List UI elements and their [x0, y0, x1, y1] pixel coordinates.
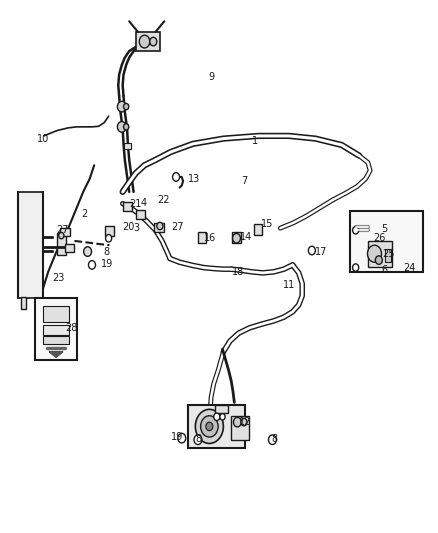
Circle shape — [353, 264, 359, 271]
Text: 11: 11 — [283, 280, 295, 290]
Circle shape — [88, 261, 95, 269]
Circle shape — [233, 233, 240, 243]
Circle shape — [157, 222, 163, 230]
Text: 24: 24 — [403, 263, 415, 273]
Text: 22: 22 — [158, 195, 170, 205]
Text: 23: 23 — [53, 273, 65, 283]
Text: 21: 21 — [129, 199, 141, 208]
Text: 6: 6 — [381, 265, 387, 275]
Bar — [65, 244, 74, 252]
Bar — [154, 223, 164, 232]
Circle shape — [233, 417, 241, 427]
Circle shape — [173, 173, 180, 181]
Text: 8: 8 — [103, 247, 109, 257]
Circle shape — [220, 414, 225, 420]
Bar — [60, 228, 70, 236]
Circle shape — [375, 256, 382, 264]
Text: 18: 18 — [232, 267, 244, 277]
Circle shape — [59, 232, 64, 239]
Bar — [35, 298, 77, 360]
Bar — [231, 416, 249, 440]
Circle shape — [201, 416, 218, 437]
Text: 27: 27 — [56, 225, 69, 235]
Text: 2: 2 — [81, 209, 87, 219]
Bar — [385, 249, 391, 262]
Circle shape — [84, 247, 92, 256]
Bar — [18, 192, 43, 298]
Circle shape — [139, 35, 150, 48]
Bar — [368, 241, 392, 266]
Circle shape — [214, 413, 220, 421]
Circle shape — [308, 246, 315, 255]
Bar — [136, 210, 145, 219]
Circle shape — [178, 433, 186, 443]
Text: 20: 20 — [122, 222, 134, 231]
Bar — [198, 232, 206, 243]
Bar — [57, 233, 66, 255]
Circle shape — [194, 435, 202, 445]
Text: 10: 10 — [37, 134, 49, 143]
Circle shape — [117, 101, 126, 112]
Text: 4: 4 — [140, 198, 146, 207]
Circle shape — [117, 122, 126, 132]
Bar — [43, 306, 69, 322]
Text: 19: 19 — [101, 259, 113, 269]
Circle shape — [206, 422, 213, 431]
Text: 8: 8 — [195, 434, 201, 444]
Text: 16: 16 — [204, 233, 216, 243]
Text: 26: 26 — [373, 233, 385, 243]
Bar — [254, 224, 262, 235]
Bar — [188, 405, 245, 448]
Text: 1: 1 — [252, 136, 258, 146]
Circle shape — [195, 409, 223, 443]
Text: 19: 19 — [171, 432, 183, 442]
Circle shape — [241, 418, 247, 426]
Bar — [21, 297, 26, 309]
Text: 28: 28 — [66, 323, 78, 333]
Circle shape — [367, 245, 381, 262]
Bar — [123, 202, 132, 211]
Bar — [43, 325, 69, 335]
Text: 13: 13 — [188, 174, 201, 183]
Bar — [124, 143, 131, 149]
Text: 5: 5 — [381, 224, 387, 234]
Text: 27: 27 — [171, 222, 184, 231]
Text: 12: 12 — [239, 417, 251, 427]
Text: 25: 25 — [382, 249, 395, 259]
Text: 9: 9 — [208, 72, 214, 82]
Text: 7: 7 — [241, 176, 247, 186]
Polygon shape — [49, 352, 63, 357]
Text: 17: 17 — [314, 247, 327, 257]
Bar — [232, 232, 241, 243]
Circle shape — [124, 103, 129, 110]
Circle shape — [268, 435, 276, 445]
Bar — [350, 211, 423, 272]
Bar — [215, 405, 228, 413]
Text: 3: 3 — [134, 223, 140, 233]
Bar — [105, 226, 114, 236]
Circle shape — [106, 235, 112, 242]
Bar — [136, 32, 160, 51]
Text: 15: 15 — [261, 219, 273, 229]
Circle shape — [353, 227, 359, 234]
Text: 14: 14 — [240, 232, 252, 242]
Bar — [43, 336, 69, 344]
Circle shape — [150, 37, 157, 46]
Text: 8: 8 — [272, 434, 278, 444]
Circle shape — [124, 124, 129, 130]
